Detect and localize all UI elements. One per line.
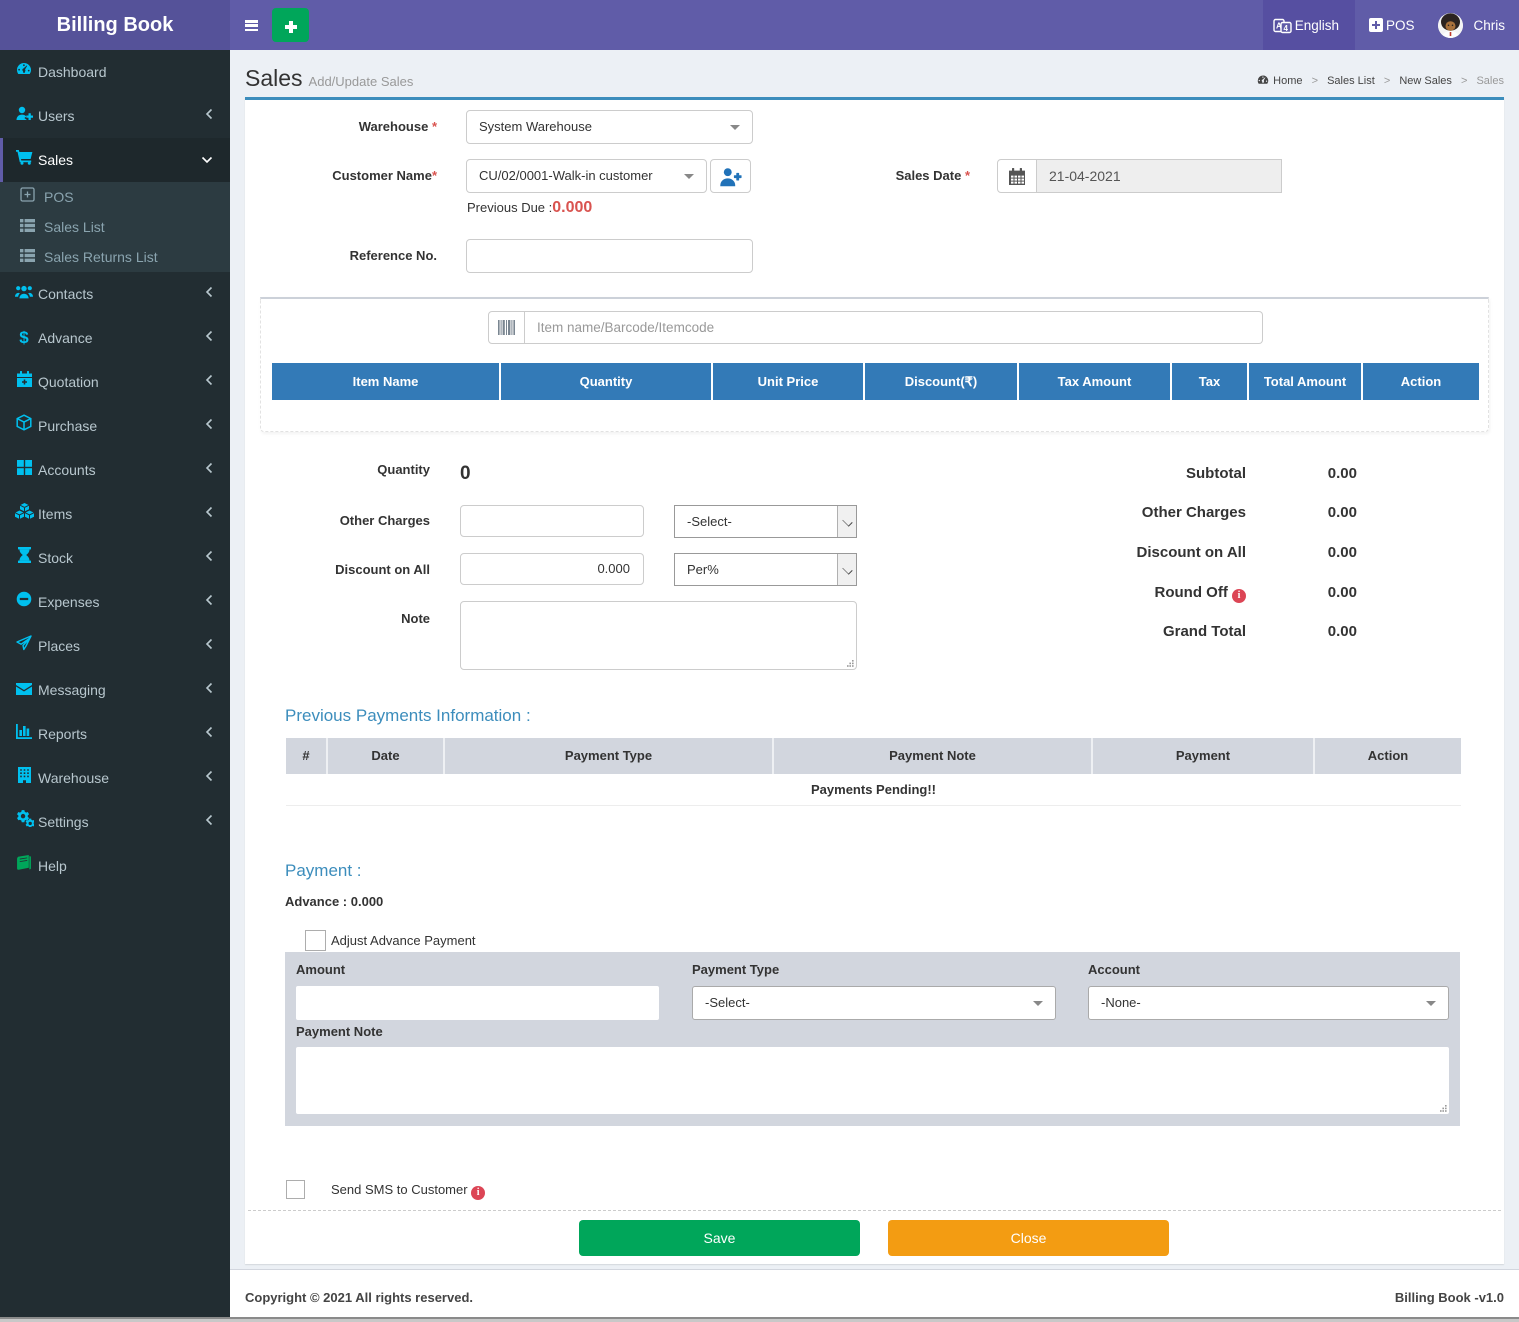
svg-text:4: 4 (1283, 24, 1288, 33)
svg-text:A: A (1276, 21, 1282, 30)
